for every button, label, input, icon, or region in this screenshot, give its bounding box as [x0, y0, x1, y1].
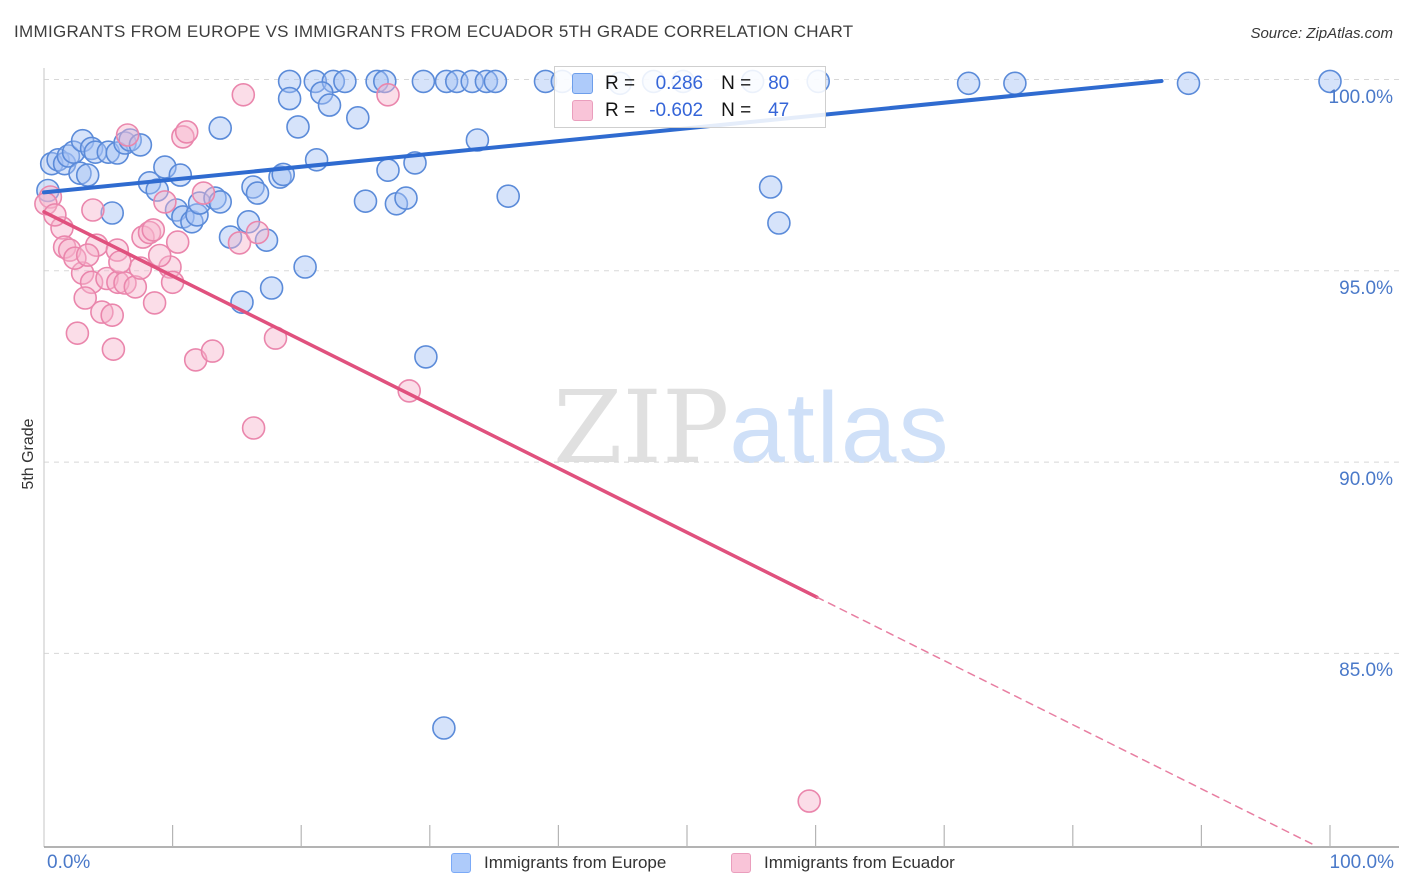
scatter-point-europe[interactable] [208, 116, 232, 140]
r-value-ecuador: -0.602 [649, 99, 704, 121]
scatter-point-ecuador[interactable] [106, 270, 130, 295]
scatter-point-ecuador[interactable] [231, 83, 256, 107]
scatter-point-europe[interactable] [758, 175, 783, 199]
trendline-europe-solid [42, 79, 1164, 195]
scatter-point-europe[interactable] [1003, 71, 1027, 96]
scatter-point-europe[interactable] [153, 155, 177, 179]
scatter-point-europe[interactable] [333, 69, 357, 94]
scatter-point-ecuador[interactable] [245, 220, 270, 245]
stats-row-ecuador: R = -0.602 N = 47 [572, 100, 825, 122]
scatter-point-ecuador[interactable] [241, 416, 266, 440]
y-axis-tick-label-90: 90.0% [1339, 469, 1393, 491]
scatter-point-ecuador[interactable] [147, 243, 172, 268]
scatter-point-ecuador[interactable] [81, 198, 105, 222]
stats-legend-box: R = 0.286 N = 80 R = -0.602 N = 47 [554, 66, 826, 128]
scatter-point-ecuador[interactable] [101, 337, 126, 362]
scatter-point-europe[interactable] [286, 115, 310, 139]
scatter-point-europe[interactable] [474, 69, 499, 94]
scatter-point-europe[interactable] [309, 81, 334, 105]
scatter-point-europe[interactable] [128, 133, 153, 157]
scatter-point-europe[interactable] [1318, 69, 1342, 94]
scatter-point-europe[interactable] [353, 189, 378, 213]
scatter-point-ecuador[interactable] [123, 275, 148, 299]
europe-series-swatch [451, 853, 471, 873]
scatter-point-europe[interactable] [496, 184, 521, 208]
chart-title: IMMIGRANTS FROM EUROPE VS IMMIGRANTS FRO… [14, 22, 854, 41]
scatter-point-europe[interactable] [245, 181, 270, 205]
scatter-point-europe[interactable] [956, 71, 981, 96]
scatter-point-ecuador[interactable] [142, 291, 167, 315]
scatter-point-ecuador[interactable] [137, 220, 162, 245]
scatter-point-europe[interactable] [411, 69, 436, 94]
scatter-point-ecuador[interactable] [797, 789, 822, 813]
n-label: N = [721, 72, 752, 94]
scatter-point-europe[interactable] [317, 93, 342, 117]
scatter-point-ecuador[interactable] [100, 303, 124, 328]
scatter-point-europe[interactable] [767, 211, 791, 235]
scatter-point-europe[interactable] [259, 276, 284, 300]
europe-legend-swatch [572, 73, 593, 94]
europe-series-label: Immigrants from Europe [484, 853, 667, 872]
scatter-point-europe[interactable] [414, 345, 438, 369]
scatter-point-europe[interactable] [254, 228, 279, 252]
scatter-point-ecuador[interactable] [227, 231, 252, 255]
scatter-point-ecuador[interactable] [200, 339, 225, 363]
scatter-point-europe[interactable] [277, 69, 302, 94]
scatter-point-europe[interactable] [293, 255, 317, 279]
chart-source: Source: ZipAtlas.com [1250, 25, 1393, 42]
scatter-point-europe[interactable] [394, 186, 418, 210]
scatter-point-europe[interactable] [100, 201, 124, 225]
y-axis-tick-label-95: 95.0% [1339, 277, 1393, 299]
scatter-point-ecuador[interactable] [165, 230, 190, 254]
ecuador-legend-swatch [572, 100, 593, 121]
ecuador-series-swatch [731, 853, 751, 873]
scatter-point-europe[interactable] [1176, 71, 1201, 96]
scatter-point-ecuador[interactable] [65, 321, 90, 346]
y-axis-tick-label-85: 85.0% [1339, 660, 1393, 682]
scatter-point-ecuador[interactable] [174, 120, 199, 144]
bottom-legend-ecuador[interactable]: Immigrants from Ecuador [731, 853, 955, 873]
ecuador-series-label: Immigrants from Ecuador [764, 853, 955, 872]
r-value-europe: 0.286 [655, 72, 704, 94]
scatter-point-europe[interactable] [303, 69, 328, 94]
scatter-point-europe[interactable] [75, 163, 100, 187]
n-value-europe: 80 [768, 72, 790, 94]
scatter-point-ecuador[interactable] [70, 261, 95, 285]
scatter-point-ecuador[interactable] [191, 181, 216, 205]
scatter-point-ecuador[interactable] [376, 83, 400, 107]
trendline-ecuador-solid [42, 210, 819, 599]
scatter-point-europe[interactable] [345, 106, 370, 130]
r-label: R = [605, 99, 636, 121]
scatter-point-ecuador[interactable] [141, 218, 166, 242]
scatter-point-europe[interactable] [168, 163, 193, 187]
scatter-point-europe[interactable] [268, 165, 292, 189]
scatter-point-europe[interactable] [277, 86, 302, 111]
scatter-point-ecuador[interactable] [153, 190, 177, 214]
stats-row-europe: R = 0.286 N = 80 [572, 73, 825, 95]
scatter-point-ecuador[interactable] [115, 123, 140, 147]
scatter-point-europe[interactable] [432, 716, 456, 740]
scatter-point-ecuador[interactable] [75, 243, 100, 267]
x-axis-min-label: 0.0% [47, 852, 91, 873]
y-axis-tick-label-100: 100.0% [1328, 86, 1393, 108]
n-label: N = [721, 99, 752, 121]
trendline-ecuador-dashed [816, 596, 1317, 847]
scatter-point-europe[interactable] [68, 161, 92, 185]
scatter-point-ecuador[interactable] [73, 286, 97, 310]
n-value-ecuador: 47 [768, 99, 790, 121]
r-label: R = [605, 72, 636, 94]
scatter-point-europe[interactable] [376, 158, 400, 182]
x-axis-max-label: 100.0% [1329, 852, 1394, 873]
bottom-legend-europe[interactable]: Immigrants from Europe [451, 853, 666, 873]
scatter-point-europe[interactable] [483, 69, 508, 94]
